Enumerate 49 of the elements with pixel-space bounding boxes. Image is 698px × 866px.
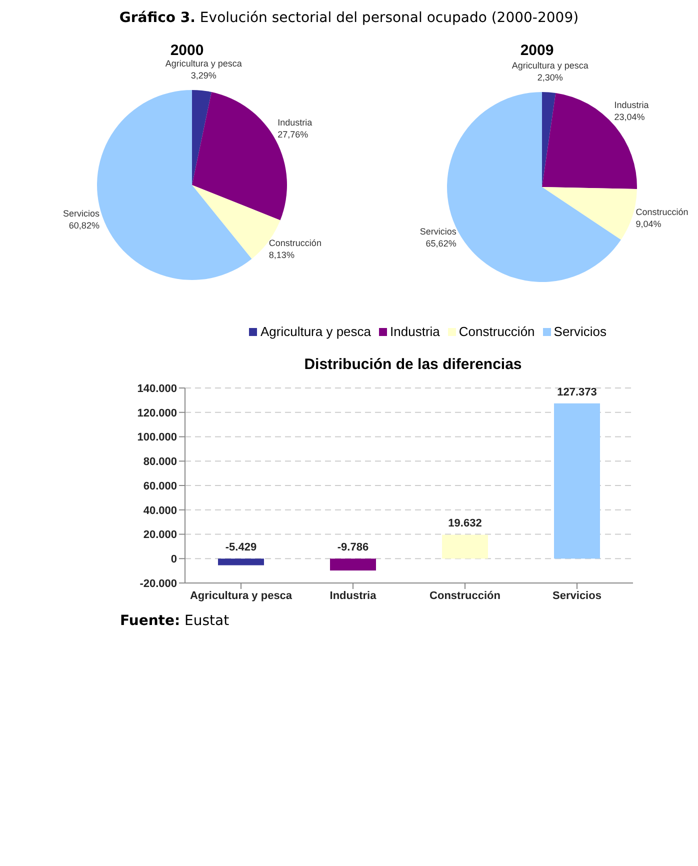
legend-label: Industria <box>389 324 440 339</box>
slice-label: Construcción <box>636 206 688 217</box>
y-tick-label: -20.000 <box>140 578 177 590</box>
slice-label: Servicios <box>420 226 457 236</box>
data-label: 3,29% <box>190 70 216 81</box>
data-label: 19.632 <box>448 518 482 530</box>
data-label: 2,30% <box>537 72 563 82</box>
slice-label: Construcción <box>268 238 322 248</box>
text: Gráfico 3. Evolución sectorial del personal ocupado (2000-2009) <box>118 10 580 26</box>
data-label: 65,62% <box>426 238 456 248</box>
bar <box>218 558 264 566</box>
y-tick-label: 80.000 <box>143 456 177 468</box>
data-label: 60,82% <box>68 220 100 231</box>
legend-label: Servicios <box>552 324 607 339</box>
x-tick-label: Agricultura y pesca <box>190 590 293 602</box>
legend-label: Construcción <box>458 324 535 339</box>
y-tick-label: 100.000 <box>137 432 177 444</box>
y-tick-label: 0 <box>170 554 177 566</box>
y-tick-label: 20.000 <box>143 529 177 542</box>
chart-title: 2009 <box>519 42 555 59</box>
bar <box>330 558 376 571</box>
x-tick-label: Industria <box>330 590 378 602</box>
slice-label: Industria <box>614 100 649 110</box>
slice-label: Industria <box>278 118 312 128</box>
data-label: 127.373 <box>557 386 597 398</box>
bar <box>442 534 488 559</box>
pie-slice <box>192 90 212 185</box>
chart-title: Distribución de las diferencias <box>303 356 523 373</box>
pie-slice <box>542 92 556 187</box>
source-note: Fuente: Eustat <box>120 613 230 629</box>
y-tick-label: 40.000 <box>143 504 177 517</box>
data-label: -9.786 <box>337 542 369 554</box>
y-tick-label: 60.000 <box>143 480 177 492</box>
data-label: 27,76% <box>278 130 308 140</box>
y-tick-label: 140.000 <box>137 382 177 395</box>
slice-label: Agricultura y pesca <box>165 58 242 69</box>
y-tick-label: 120.000 <box>137 407 177 420</box>
data-label: 9,04% <box>636 218 662 229</box>
bar <box>554 403 600 559</box>
x-tick-label: Servicios <box>552 590 602 602</box>
legend-label: Agricultura y pesca <box>259 324 372 339</box>
x-tick-label: Construcción <box>430 590 501 602</box>
chart-title: 2000 <box>169 42 205 59</box>
pie-slice <box>542 187 637 240</box>
data-label: -5.429 <box>225 542 257 554</box>
slice-label: Servicios <box>62 208 100 219</box>
data-label: 23,04% <box>614 112 645 122</box>
data-label: 8,13% <box>268 250 294 260</box>
slice-label: Agricultura y pesca <box>512 60 588 70</box>
